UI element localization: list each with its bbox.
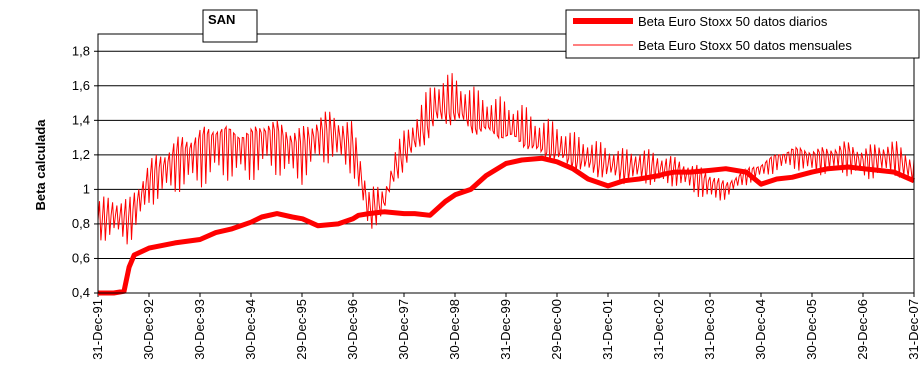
- x-tick-label: 30-Dec-97: [396, 299, 411, 360]
- x-tick-label: 30-Dec-94: [243, 299, 258, 360]
- y-tick-label: 0,6: [72, 250, 90, 265]
- y-axis-title: Beta calculada: [33, 119, 48, 211]
- x-tick-label: 31-Dec-01: [600, 299, 615, 360]
- plot-area-border: [97, 33, 915, 294]
- x-tick-label: 29-Dec-95: [294, 299, 309, 360]
- y-axis-ticks: 0,4 0,6 0,8 1 1,2 1,4 1,6 1,8: [72, 43, 98, 300]
- x-tick-label: 30-Dec-96: [345, 299, 360, 360]
- x-tick-label: 30-Dec-93: [192, 299, 207, 360]
- y-tick-label: 0,8: [72, 216, 90, 231]
- y-tick-label: 1,6: [72, 78, 90, 93]
- y-tick-label: 1: [83, 181, 90, 196]
- y-tick-label: 1,4: [72, 112, 90, 127]
- legend: Beta Euro Stoxx 50 datos diarios Beta Eu…: [565, 9, 920, 59]
- legend-label-daily: Beta Euro Stoxx 50 datos diarios: [638, 14, 828, 29]
- x-tick-label: 31-Dec-07: [906, 299, 921, 360]
- y-tick-label: 0,4: [72, 285, 90, 300]
- x-tick-label: 30-Dec-04: [753, 299, 768, 360]
- x-tick-label: 29-Dec-06: [855, 299, 870, 360]
- chart-title-box: SAN: [202, 9, 258, 43]
- x-tick-label: 31-Dec-02: [651, 299, 666, 360]
- x-tick-label: 31-Dec-91: [90, 299, 105, 360]
- x-tick-label: 31-Dec-99: [498, 299, 513, 360]
- x-axis-ticks: 31-Dec-91 30-Dec-92 30-Dec-93 30-Dec-94 29-D…: [90, 293, 921, 360]
- series-daily-line: [98, 155, 916, 296]
- chart-title: SAN: [208, 12, 235, 27]
- x-tick-label: 30-Dec-05: [804, 299, 819, 360]
- series-lines: [97, 73, 916, 296]
- y-tick-label: 1,8: [72, 43, 90, 58]
- series-monthly-line: [97, 73, 915, 245]
- x-tick-label: 30-Dec-98: [447, 299, 462, 360]
- y-tick-label: 1,2: [72, 147, 90, 162]
- x-tick-label: 30-Dec-92: [141, 299, 156, 360]
- legend-label-monthly: Beta Euro Stoxx 50 datos mensuales: [638, 38, 852, 53]
- x-tick-label: 29-Dec-00: [549, 299, 564, 360]
- x-tick-label: 31-Dec-03: [702, 299, 717, 360]
- grid-lines: [98, 50, 914, 259]
